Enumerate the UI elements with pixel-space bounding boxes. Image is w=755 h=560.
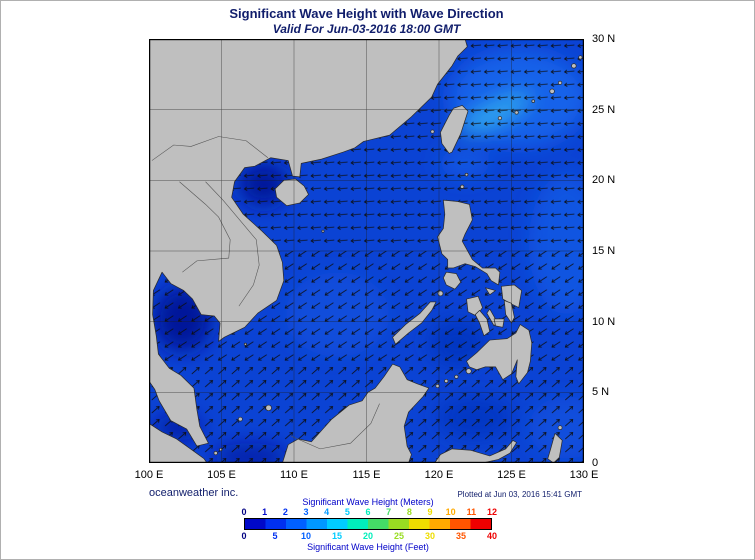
landmass-sumatra bbox=[149, 423, 208, 463]
legend-tick: 10 bbox=[445, 507, 456, 517]
island-leyte bbox=[503, 300, 515, 324]
legend-tick: 0 bbox=[241, 507, 247, 517]
lon-label: 110 E bbox=[280, 469, 308, 481]
lat-label: 15 N bbox=[592, 245, 616, 257]
wave-height-map bbox=[149, 39, 584, 463]
legend-tick: 20 bbox=[362, 531, 374, 541]
legend-tick: 6 bbox=[365, 507, 371, 517]
legend-tick: 40 bbox=[486, 531, 498, 541]
island-borneo bbox=[282, 363, 430, 463]
meters-ticks: 0 1 2 3 4 5 6 7 8 9 10 11 12 bbox=[241, 507, 497, 518]
country-borders bbox=[151, 136, 380, 450]
legend-tick: 0 bbox=[241, 531, 247, 541]
lon-axis: 100 E 105 E 110 E 115 E 120 E 125 E 130 E bbox=[135, 463, 599, 485]
lon-label: 120 E bbox=[424, 469, 454, 481]
legend-tick: 7 bbox=[386, 507, 392, 517]
legend-tick: 9 bbox=[427, 507, 433, 517]
grid-lines bbox=[149, 39, 584, 463]
legend-feet-label: Significant Wave Height (Feet) bbox=[307, 542, 429, 552]
lon-label: 115 E bbox=[352, 469, 381, 481]
legend-tick: 11 bbox=[466, 507, 477, 517]
credit: oceanweather inc. bbox=[149, 487, 239, 499]
map-area: 30 N 25 N 20 N 15 N 10 N 5 N 0 100 E 105 E 110 E… bbox=[135, 33, 616, 481]
legend-tick: 10 bbox=[300, 531, 312, 541]
map-frame bbox=[149, 39, 584, 463]
legend-tick: 15 bbox=[331, 531, 343, 541]
lat-label: 25 N bbox=[592, 103, 616, 116]
island-masbate bbox=[485, 287, 496, 296]
island-bohol bbox=[493, 318, 505, 328]
lon-label: 130 E bbox=[569, 469, 599, 481]
legend-tick: 1 bbox=[262, 507, 268, 517]
island-sulawesi bbox=[434, 440, 517, 463]
legend-tick: 4 bbox=[324, 507, 330, 517]
chart-title: Significant Wave Height with Wave Direct… bbox=[229, 6, 504, 21]
legend-tick: 30 bbox=[424, 531, 436, 541]
legend-meters-label: Significant Wave Height (Meters) bbox=[302, 497, 434, 507]
legend-tick: 5 bbox=[272, 531, 278, 541]
legend-tick: 35 bbox=[455, 531, 467, 541]
island-negros bbox=[474, 310, 491, 337]
legend-tick: 3 bbox=[303, 507, 309, 517]
lat-label: 10 N bbox=[592, 315, 616, 328]
lat-label: 5 N bbox=[592, 386, 610, 399]
legend-tick: 25 bbox=[393, 531, 405, 541]
island-halmahera bbox=[547, 432, 563, 463]
small-islands bbox=[213, 55, 583, 456]
legend-tick: 8 bbox=[406, 507, 412, 517]
lat-label: 0 bbox=[592, 457, 599, 469]
lat-axis: 30 N 25 N 20 N 15 N 10 N 5 N 0 bbox=[584, 33, 626, 469]
legend-tick: 5 bbox=[344, 507, 350, 517]
landmass-china-indochina bbox=[149, 39, 468, 447]
island-mindoro bbox=[442, 271, 462, 290]
lon-label: 125 E bbox=[497, 469, 526, 481]
plotted-timestamp: Plotted at Jun 03, 2016 15:41 GMT bbox=[457, 490, 582, 499]
land-layer bbox=[149, 39, 583, 463]
lat-label: 20 N bbox=[592, 174, 616, 187]
island-luzon bbox=[437, 199, 501, 286]
island-taiwan bbox=[440, 105, 469, 154]
feet-ticks: 0 5 10 15 20 25 30 35 40 bbox=[241, 531, 497, 542]
legend-tick: 2 bbox=[282, 507, 288, 517]
legend-colorbar bbox=[244, 518, 492, 530]
island-mindanao bbox=[466, 324, 533, 385]
lon-label: 105 E bbox=[207, 469, 236, 481]
chart-subtitle: Valid For Jun-03-2016 18:00 GMT bbox=[272, 22, 461, 36]
legend-tick: 12 bbox=[486, 507, 498, 517]
lat-label: 30 N bbox=[592, 33, 616, 45]
lon-label: 100 E bbox=[134, 469, 164, 481]
island-palawan bbox=[392, 301, 437, 345]
island-hainan bbox=[274, 178, 309, 207]
chart-header: Significant Wave Height with Wave Direct… bbox=[149, 6, 584, 36]
